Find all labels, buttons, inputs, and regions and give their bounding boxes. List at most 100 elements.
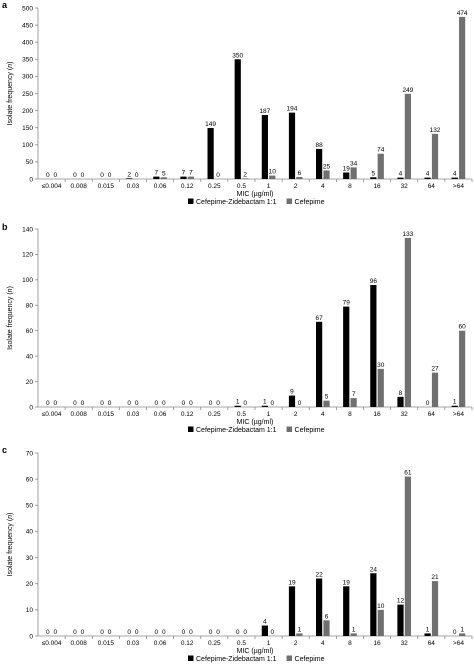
- data-label: 5: [325, 394, 329, 401]
- data-label: 0: [73, 629, 77, 636]
- data-label: 0: [162, 629, 166, 636]
- x-tick-label: 32: [401, 411, 409, 418]
- data-label: 19: [343, 166, 351, 173]
- data-label: 0: [426, 400, 430, 407]
- data-label: 4: [453, 171, 457, 178]
- legend-swatch: [286, 426, 293, 432]
- bar-cefepime-zidebactam: [424, 633, 431, 636]
- bar-cefepime-zidebactam: [370, 284, 377, 407]
- x-tick-label: 8: [348, 183, 352, 190]
- legend-swatch: [286, 655, 293, 661]
- data-label: 5: [372, 170, 376, 177]
- y-tick-label: 140: [22, 226, 33, 233]
- data-label: 1: [236, 399, 240, 406]
- x-tick-label: 0.03: [127, 411, 140, 418]
- bar-cefepime-zidebactam: [451, 177, 458, 179]
- x-tick-label: ≤0.004: [42, 411, 62, 418]
- bar-cefepime: [323, 170, 330, 179]
- data-label: 0: [453, 629, 457, 636]
- x-tick-label: 0.5: [237, 411, 246, 418]
- bar-cefepime-zidebactam: [234, 405, 241, 407]
- data-label: 1: [453, 399, 457, 406]
- y-tick-label: 20: [26, 379, 34, 386]
- x-tick-label: >64: [453, 411, 464, 418]
- data-label: 96: [370, 278, 378, 285]
- x-tick-label: 1: [267, 640, 271, 647]
- y-tick-label: 0: [29, 404, 33, 411]
- data-label: 67: [315, 315, 323, 322]
- data-label: 0: [100, 400, 104, 407]
- data-label: 0: [53, 629, 57, 636]
- x-tick-label: ≤0.004: [42, 640, 62, 647]
- data-label: 88: [315, 142, 323, 149]
- data-label: 0: [189, 400, 193, 407]
- bar-cefepime: [404, 93, 411, 179]
- data-label: 133: [402, 231, 413, 238]
- x-tick-label: 2: [294, 640, 298, 647]
- x-tick-label: 0.06: [154, 411, 167, 418]
- bar-cefepime-zidebactam: [180, 176, 187, 179]
- data-label: 0: [243, 400, 247, 407]
- data-label: 0: [53, 400, 57, 407]
- bar-cefepime: [459, 330, 466, 407]
- bar-cefepime-zidebactam: [316, 148, 323, 179]
- x-tick-label: ≤0.004: [42, 183, 62, 190]
- x-tick-label: >64: [453, 640, 464, 647]
- data-label: 10: [377, 603, 385, 610]
- x-tick-label: 0.12: [181, 183, 194, 190]
- data-label: 19: [288, 579, 296, 586]
- legend-label: Cefepime-Zidebactam 1:1: [196, 427, 277, 434]
- bar-cefepime: [242, 178, 249, 179]
- y-tick-label: 120: [22, 252, 33, 259]
- y-tick-label: 100: [22, 142, 33, 149]
- data-label: 0: [216, 400, 220, 407]
- data-label: 79: [343, 300, 351, 307]
- x-tick-label: 2: [294, 183, 298, 190]
- x-tick-label: 0.06: [154, 640, 167, 647]
- y-tick-label: 350: [22, 57, 33, 64]
- x-tick-label: 0.015: [98, 411, 115, 418]
- data-label: 0: [46, 172, 50, 179]
- panel-label: c: [2, 445, 7, 455]
- data-label: 0: [209, 400, 213, 407]
- x-tick-label: 0.06: [154, 183, 167, 190]
- data-label: 249: [402, 87, 413, 94]
- legend-label: Cefepime-Zidebactam 1:1: [196, 199, 277, 206]
- data-label: 0: [216, 629, 220, 636]
- bar-cefepime: [187, 176, 194, 179]
- y-tick-label: 50: [26, 159, 34, 166]
- bar-cefepime: [323, 620, 330, 636]
- data-label: 1: [352, 626, 356, 633]
- bar-cefepime-zidebactam: [343, 586, 350, 636]
- bar-cefepime-zidebactam: [207, 128, 214, 179]
- data-label: 0: [135, 172, 139, 179]
- x-tick-label: 0.25: [208, 640, 221, 647]
- x-tick-label: 0.015: [98, 183, 115, 190]
- data-label: 0: [108, 629, 112, 636]
- data-label: 27: [431, 366, 439, 373]
- x-tick-label: 16: [373, 640, 381, 647]
- y-tick-label: 60: [26, 476, 34, 483]
- bar-cefepime-zidebactam: [261, 115, 268, 179]
- legend-swatch: [188, 198, 194, 204]
- x-tick-label: 4: [321, 640, 325, 647]
- data-label: 0: [298, 400, 302, 407]
- x-tick-label: 0.25: [208, 411, 221, 418]
- bar-cefepime-zidebactam: [451, 405, 458, 407]
- data-label: 0: [236, 629, 240, 636]
- bar-cefepime: [377, 609, 384, 636]
- legend-label: Cefepime: [295, 427, 325, 434]
- data-label: 0: [81, 629, 85, 636]
- x-tick-label: 4: [321, 411, 325, 418]
- bar-cefepime-zidebactam: [288, 586, 296, 636]
- data-label: 0: [81, 172, 85, 179]
- x-tick-label: 0.5: [237, 640, 246, 647]
- data-label: 0: [73, 172, 77, 179]
- data-label: 0: [182, 629, 186, 636]
- x-tick-label: 64: [428, 183, 436, 190]
- data-label: 194: [287, 106, 298, 113]
- data-label: 4: [399, 171, 403, 178]
- data-label: 6: [298, 170, 302, 177]
